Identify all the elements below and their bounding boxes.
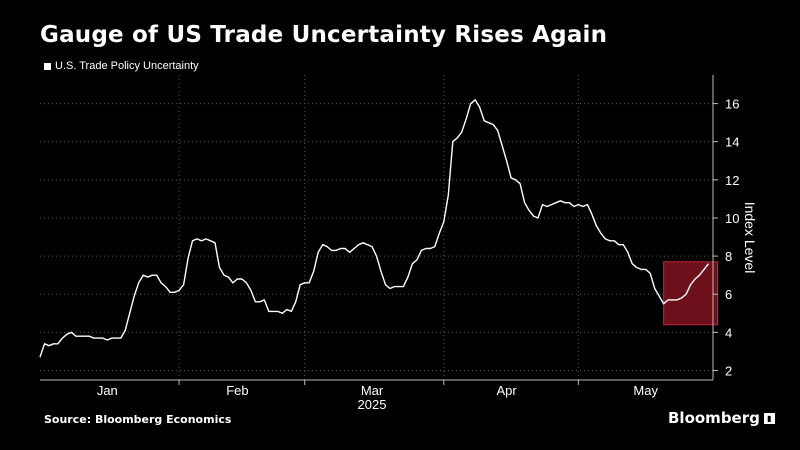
chart-title: Gauge of US Trade Uncertainty Rises Agai… [40,22,608,48]
y-tick-label: 2 [725,363,732,378]
bloomberg-mark-icon: ▮ [763,412,775,424]
y-tick-label: 16 [725,97,739,112]
y-axis-ticks: 2 4 6 8 10 12 14 16 [713,97,739,378]
y-tick-label: 14 [725,135,739,150]
y-tick-label: 8 [725,249,732,264]
brand-name: Bloomberg [668,409,760,427]
y-tick-label: 6 [725,287,732,302]
x-tick-label: Apr [496,383,517,398]
y-tick-label: 10 [725,211,739,226]
legend-swatch-icon [44,62,51,70]
x-axis-ticks: Jan Feb Mar Apr May [97,380,658,398]
legend: U.S. Trade Policy Uncertainty [44,60,199,72]
series-line-trade-policy-uncertainty [39,99,710,358]
highlight-box [663,261,718,326]
x-tick-label: Mar [361,383,384,398]
bloomberg-logo: Bloomberg ▮ [668,409,775,427]
legend-label: U.S. Trade Policy Uncertainty [55,60,199,72]
x-tick-label: Jan [97,383,118,398]
gridlines [40,75,713,380]
y-tick-label: 12 [725,173,739,188]
x-tick-label: May [633,383,658,398]
source-note: Source: Bloomberg Economics [44,413,232,426]
x-axis-year-label: 2025 [358,397,387,412]
y-tick-label: 4 [725,325,732,340]
x-tick-label: Feb [226,383,248,398]
y-axis-title: Index Level [742,202,758,274]
